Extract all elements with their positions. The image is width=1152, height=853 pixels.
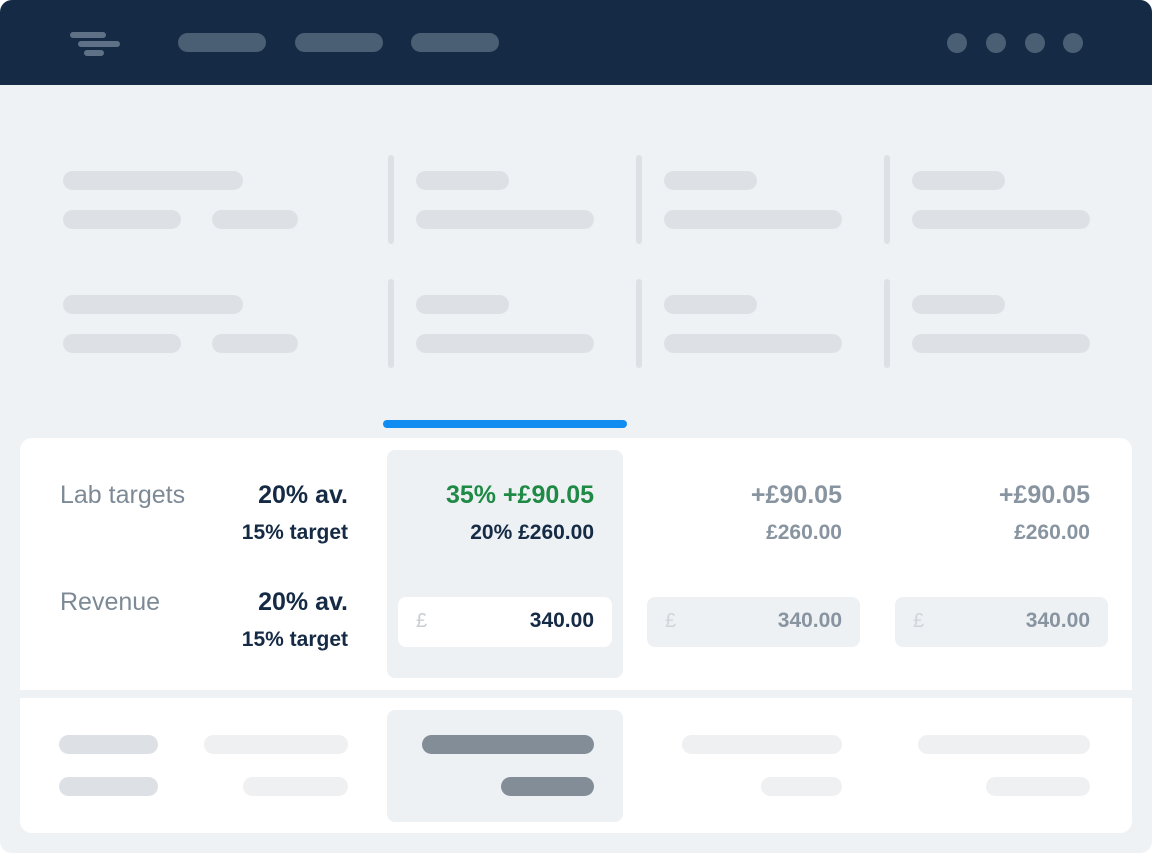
skeleton-line — [416, 295, 509, 314]
selected-column-indicator — [383, 420, 627, 428]
column-2-revenue-input[interactable]: £ 340.00 — [647, 597, 860, 647]
column-3-revenue-input[interactable]: £ 340.00 — [895, 597, 1108, 647]
column-1-delta-primary: 35% +£90.05 — [445, 481, 594, 509]
revenue-label: Revenue — [60, 588, 161, 616]
column-divider — [884, 155, 890, 244]
revenue-target: 15% target — [241, 628, 348, 651]
column-3-delta-primary: +£90.05 — [998, 481, 1090, 509]
column-1-delta-secondary: 20% £260.00 — [470, 521, 594, 544]
skeleton-line — [416, 210, 594, 229]
column-1-revenue-input[interactable]: £ 340.00 — [398, 597, 612, 647]
nav-dot-2[interactable] — [986, 33, 1006, 53]
revenue-input-value: 340.00 — [1025, 609, 1090, 632]
skeleton-line — [63, 295, 243, 314]
skeleton-line — [664, 334, 842, 353]
lab-targets-average: 20% av. — [258, 481, 348, 509]
column-divider — [388, 155, 394, 244]
skeleton-line — [204, 735, 348, 754]
revenue-input-value: 340.00 — [529, 609, 594, 632]
nav-item-1[interactable] — [178, 33, 266, 52]
skeleton-line — [761, 777, 842, 796]
skeleton-line — [664, 171, 757, 190]
top-nav-bar — [0, 0, 1152, 85]
skeleton-line — [501, 777, 594, 796]
skeleton-line — [212, 334, 298, 353]
column-2-delta-primary: +£90.05 — [750, 481, 842, 509]
column-3-delta-secondary: £260.00 — [1014, 521, 1090, 544]
skeleton-line — [416, 334, 594, 353]
selected-column-lower — [387, 710, 623, 822]
skeleton-line — [918, 735, 1090, 754]
skeleton-line — [912, 334, 1090, 353]
lab-targets-target: 15% target — [241, 521, 348, 544]
skeleton-line — [912, 295, 1005, 314]
skeleton-line — [63, 210, 181, 229]
skeleton-line — [63, 171, 243, 190]
revenue-average: 20% av. — [258, 588, 348, 616]
nav-dot-1[interactable] — [947, 33, 967, 53]
skeleton-line — [664, 210, 842, 229]
skeleton-line — [243, 777, 348, 796]
skeleton-line — [59, 777, 158, 796]
skeleton-line — [212, 210, 298, 229]
column-divider — [884, 279, 890, 368]
skeleton-line — [912, 210, 1090, 229]
lab-targets-label: Lab targets — [60, 481, 186, 509]
revenue-input-value: 340.00 — [777, 609, 842, 632]
skeleton-line — [422, 735, 594, 754]
nav-item-2[interactable] — [295, 33, 383, 52]
skeleton-line — [416, 171, 509, 190]
menu-lines-logo-icon[interactable] — [70, 30, 120, 58]
currency-symbol: £ — [665, 610, 677, 632]
skeleton-line — [59, 735, 158, 754]
column-divider — [636, 279, 642, 368]
nav-dot-4[interactable] — [1063, 33, 1083, 53]
skeleton-line — [63, 334, 181, 353]
skeleton-line — [682, 735, 842, 754]
skeleton-line — [912, 171, 1005, 190]
currency-symbol: £ — [913, 610, 925, 632]
column-divider — [388, 279, 394, 368]
nav-item-3[interactable] — [411, 33, 499, 52]
nav-dot-3[interactable] — [1025, 33, 1045, 53]
column-divider — [636, 155, 642, 244]
skeleton-line — [986, 777, 1090, 796]
column-2-delta-secondary: £260.00 — [766, 521, 842, 544]
currency-symbol: £ — [416, 610, 428, 632]
skeleton-line — [664, 295, 757, 314]
